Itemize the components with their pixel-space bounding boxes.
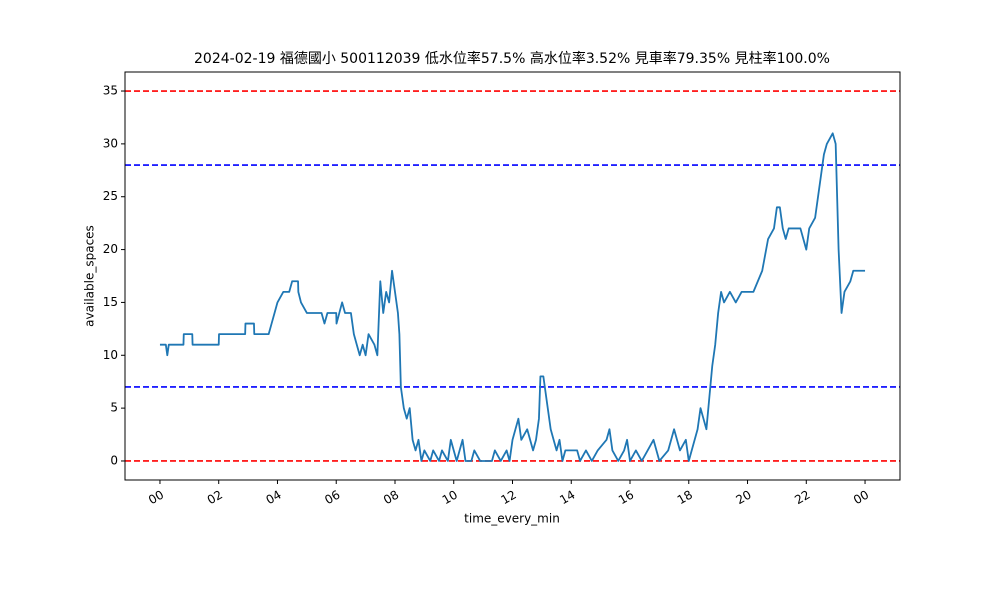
y-tick-label: 20	[103, 242, 118, 256]
y-axis-label: available_spaces	[83, 225, 97, 327]
x-tick-label: 10	[440, 488, 460, 508]
x-tick-label: 06	[322, 488, 342, 508]
y-tick-label: 35	[103, 84, 118, 98]
x-tick-label: 16	[616, 488, 636, 508]
x-tick-label: 00	[146, 488, 166, 508]
x-tick-label: 04	[263, 488, 283, 508]
y-tick-label: 15	[103, 295, 118, 309]
chart-title: 2024-02-19 福德國小 500112039 低水位率57.5% 高水位率…	[194, 50, 830, 67]
x-tick-label: 18	[675, 488, 695, 508]
x-tick-label: 20	[734, 488, 754, 508]
data-line	[159, 132, 866, 462]
x-tick-label: 02	[205, 488, 225, 508]
x-tick-label: 14	[557, 488, 577, 508]
x-tick-label: 00	[851, 488, 871, 508]
x-tick-label: 22	[792, 488, 812, 508]
x-tick-label: 12	[499, 488, 519, 508]
y-tick-label: 0	[110, 453, 118, 467]
plot-frame	[124, 71, 901, 481]
y-tick-label: 10	[103, 348, 118, 362]
x-axis-label: time_every_min	[464, 512, 560, 526]
x-tick-label: 08	[381, 488, 401, 508]
y-tick-label: 25	[103, 189, 118, 203]
y-tick-label: 5	[110, 401, 118, 415]
y-tick-label: 30	[103, 136, 118, 150]
